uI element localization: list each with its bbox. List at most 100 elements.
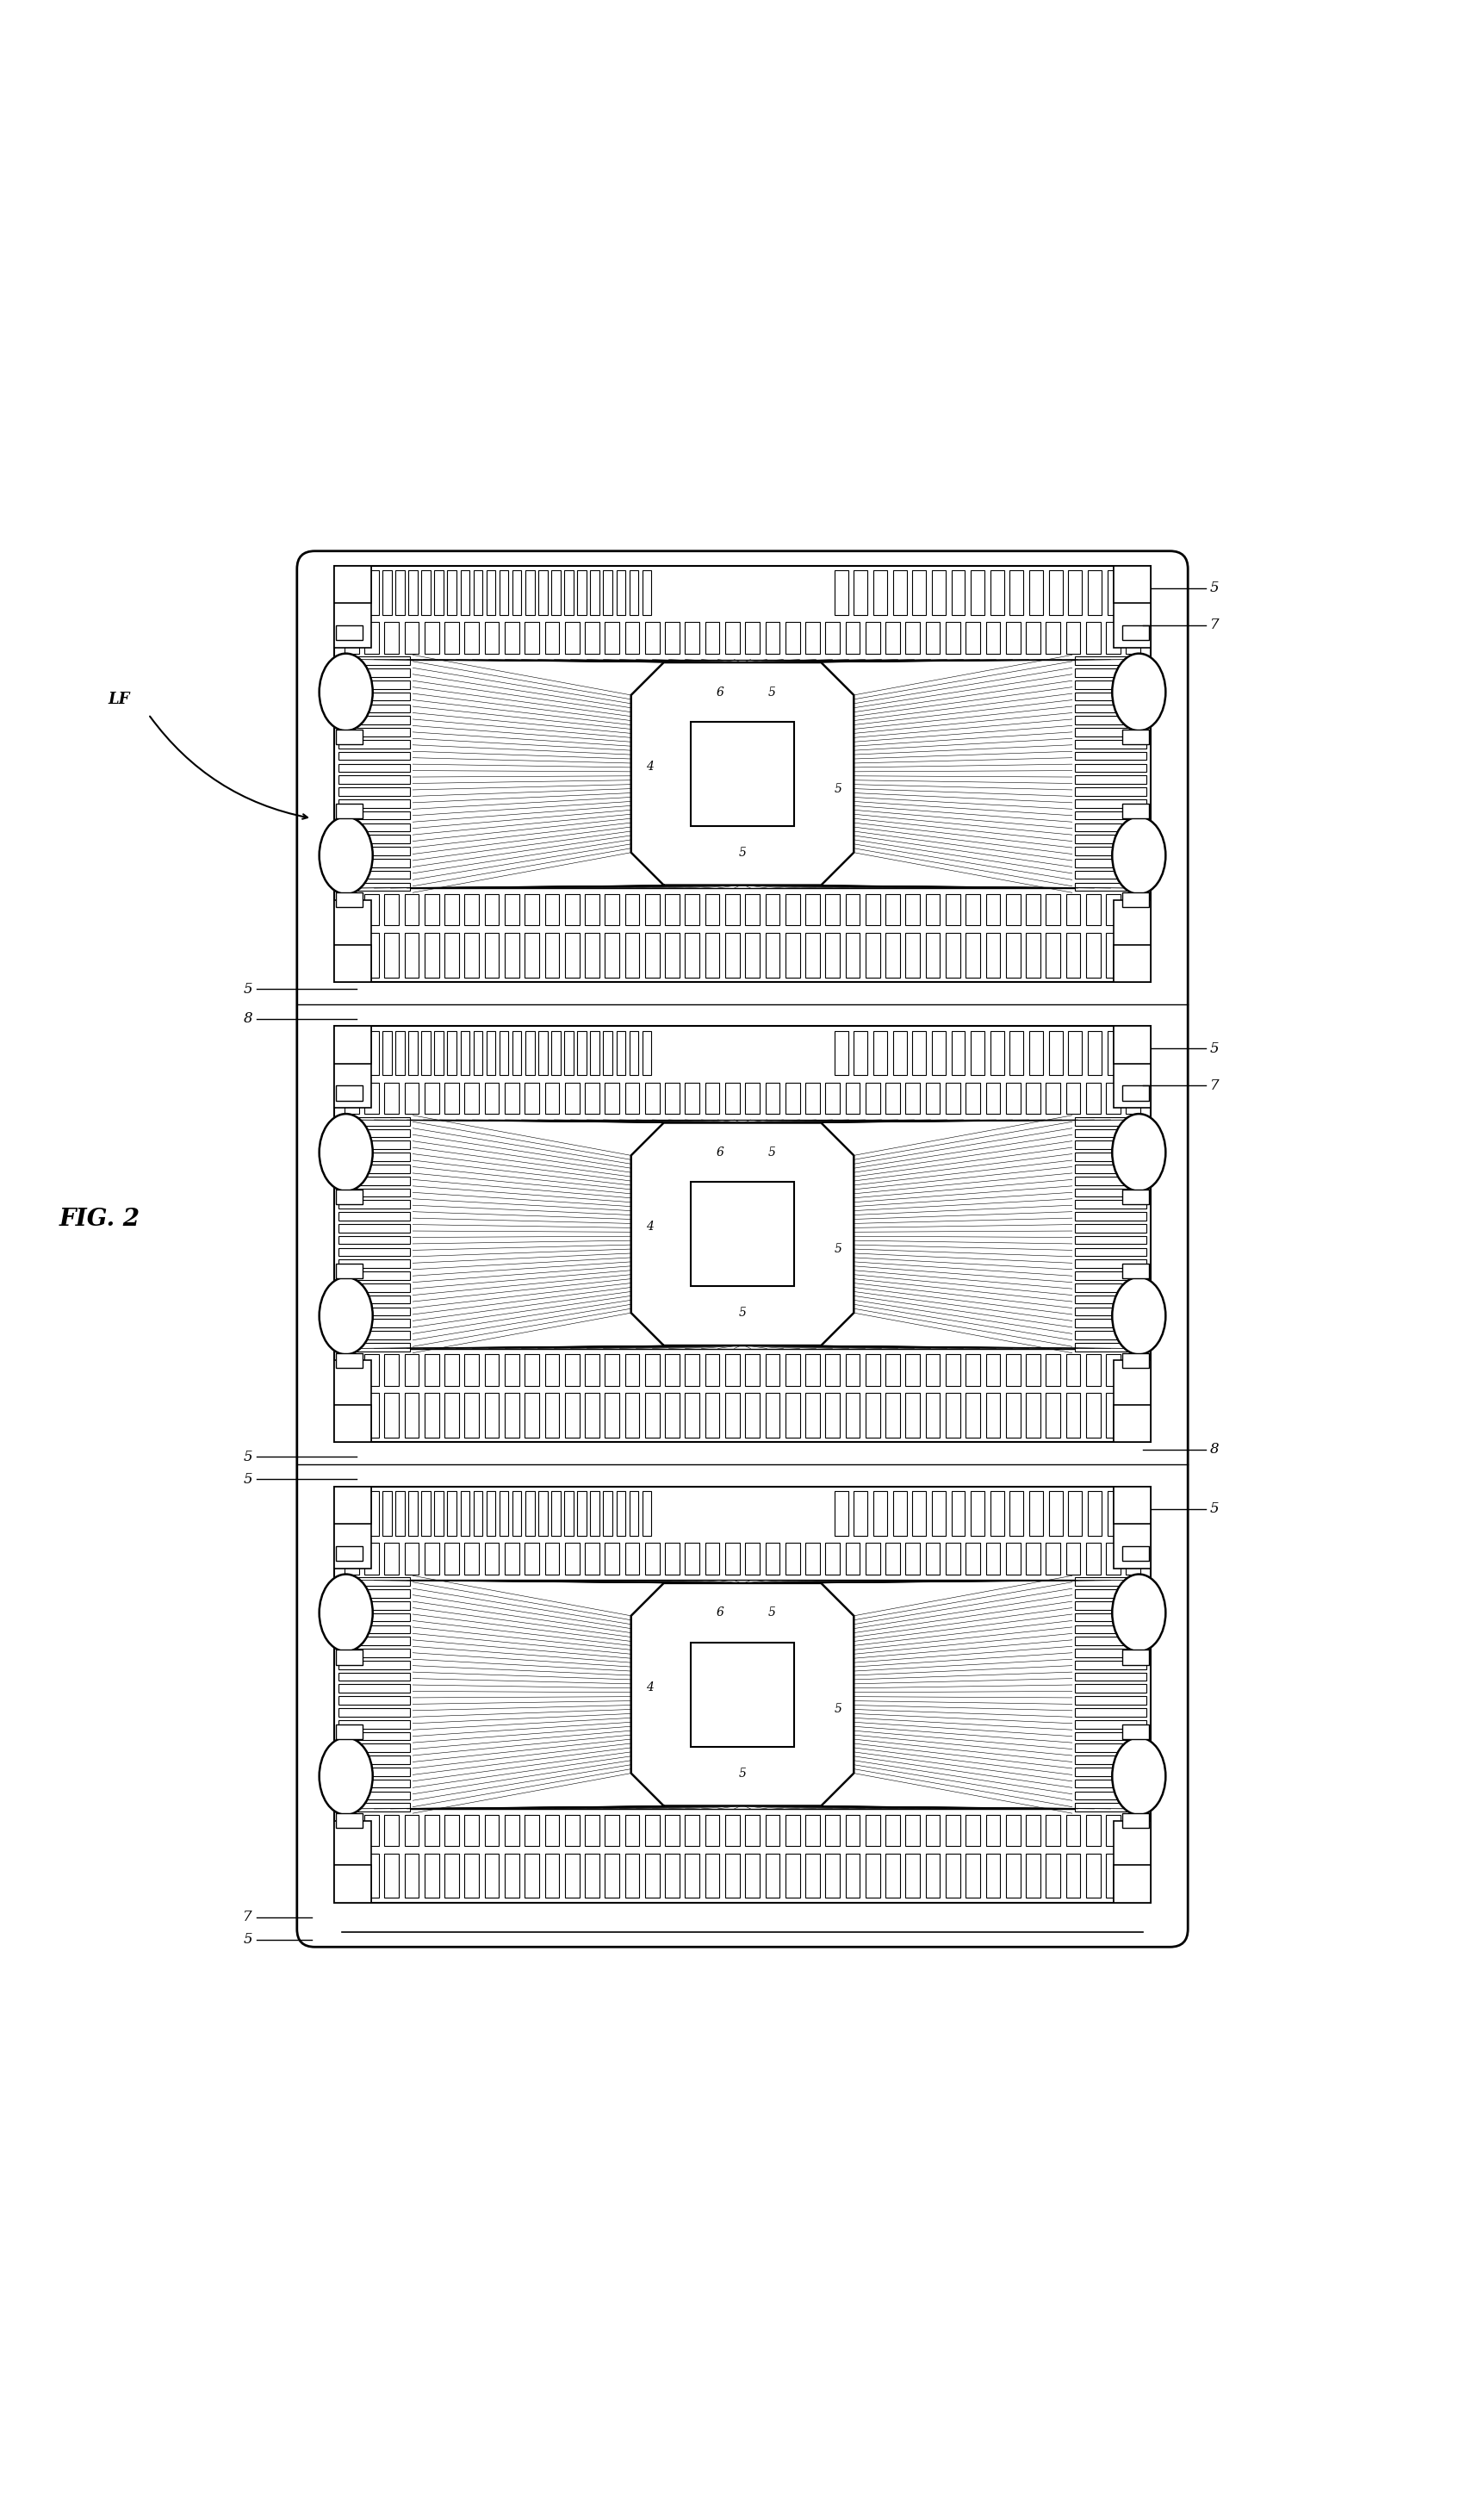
Bar: [577, 1032, 586, 1074]
Bar: [338, 679, 410, 689]
Bar: [684, 894, 699, 924]
Bar: [705, 1082, 720, 1114]
Bar: [643, 1032, 651, 1074]
Bar: [684, 1854, 699, 1898]
Bar: [804, 1544, 819, 1574]
Bar: [884, 1814, 899, 1846]
Bar: [1074, 1791, 1146, 1799]
Bar: [1113, 567, 1150, 602]
Bar: [873, 1491, 886, 1536]
Bar: [825, 1854, 840, 1898]
Bar: [591, 570, 600, 615]
Bar: [865, 1354, 880, 1386]
Bar: [444, 1394, 459, 1436]
Bar: [334, 567, 371, 647]
Bar: [1125, 932, 1140, 977]
Bar: [512, 1032, 521, 1074]
Bar: [1025, 1814, 1040, 1846]
Bar: [484, 1544, 499, 1574]
Bar: [844, 622, 859, 654]
Bar: [338, 1142, 410, 1149]
Bar: [745, 932, 760, 977]
Bar: [1025, 932, 1040, 977]
Bar: [1113, 1027, 1150, 1109]
Bar: [551, 1032, 559, 1074]
Bar: [338, 704, 410, 712]
Bar: [564, 1544, 579, 1574]
Bar: [925, 1354, 939, 1386]
Bar: [1067, 1491, 1082, 1536]
Bar: [945, 1544, 960, 1574]
Bar: [834, 1032, 847, 1074]
Bar: [785, 1544, 800, 1574]
Bar: [1088, 1032, 1101, 1074]
Bar: [338, 1177, 410, 1184]
Bar: [424, 1082, 439, 1114]
Bar: [945, 1082, 960, 1114]
Bar: [1106, 1544, 1120, 1574]
Bar: [905, 1854, 920, 1898]
Bar: [1113, 1866, 1150, 1903]
Bar: [705, 1814, 720, 1846]
Bar: [804, 1082, 819, 1114]
Bar: [487, 1491, 496, 1536]
Bar: [1113, 567, 1150, 647]
Bar: [1106, 1394, 1120, 1436]
Bar: [865, 1544, 880, 1574]
Bar: [604, 932, 619, 977]
Bar: [785, 1394, 800, 1436]
Bar: [1074, 834, 1146, 844]
Bar: [1074, 1709, 1146, 1716]
Bar: [338, 834, 410, 844]
Bar: [545, 622, 559, 654]
Bar: [338, 882, 410, 892]
Bar: [865, 932, 880, 977]
Bar: [334, 1486, 1150, 1903]
Bar: [338, 692, 410, 702]
Bar: [524, 1082, 539, 1114]
Bar: [564, 932, 579, 977]
Bar: [338, 1249, 410, 1256]
Bar: [424, 1354, 439, 1386]
Bar: [1074, 799, 1146, 807]
Bar: [965, 1082, 979, 1114]
Bar: [1009, 1032, 1022, 1074]
Bar: [1074, 669, 1146, 677]
Bar: [945, 622, 960, 654]
Bar: [1125, 1082, 1140, 1114]
Bar: [971, 1032, 984, 1074]
Bar: [985, 1394, 1000, 1436]
Bar: [344, 1544, 359, 1574]
Bar: [1074, 1177, 1146, 1184]
Bar: [464, 1854, 479, 1898]
Bar: [1066, 1082, 1080, 1114]
Bar: [764, 1854, 779, 1898]
Bar: [684, 1544, 699, 1574]
Bar: [585, 894, 600, 924]
Bar: [564, 1854, 579, 1898]
Bar: [356, 1491, 365, 1536]
Bar: [825, 622, 840, 654]
Bar: [1005, 1354, 1020, 1386]
Bar: [484, 932, 499, 977]
Bar: [1025, 1544, 1040, 1574]
Bar: [505, 1394, 519, 1436]
Bar: [505, 1854, 519, 1898]
Bar: [604, 894, 619, 924]
Bar: [985, 1354, 1000, 1386]
Bar: [1025, 1354, 1040, 1386]
Text: 5: 5: [834, 1244, 841, 1254]
Bar: [892, 570, 907, 615]
Bar: [724, 1544, 739, 1574]
Bar: [585, 1854, 600, 1898]
Text: 5: 5: [767, 687, 776, 697]
Bar: [1045, 1814, 1060, 1846]
Bar: [1085, 932, 1100, 977]
Bar: [665, 1354, 680, 1386]
Bar: [545, 932, 559, 977]
Bar: [1113, 1486, 1150, 1569]
Bar: [705, 1854, 720, 1898]
Bar: [421, 570, 430, 615]
Bar: [364, 1082, 378, 1114]
Bar: [724, 622, 739, 654]
